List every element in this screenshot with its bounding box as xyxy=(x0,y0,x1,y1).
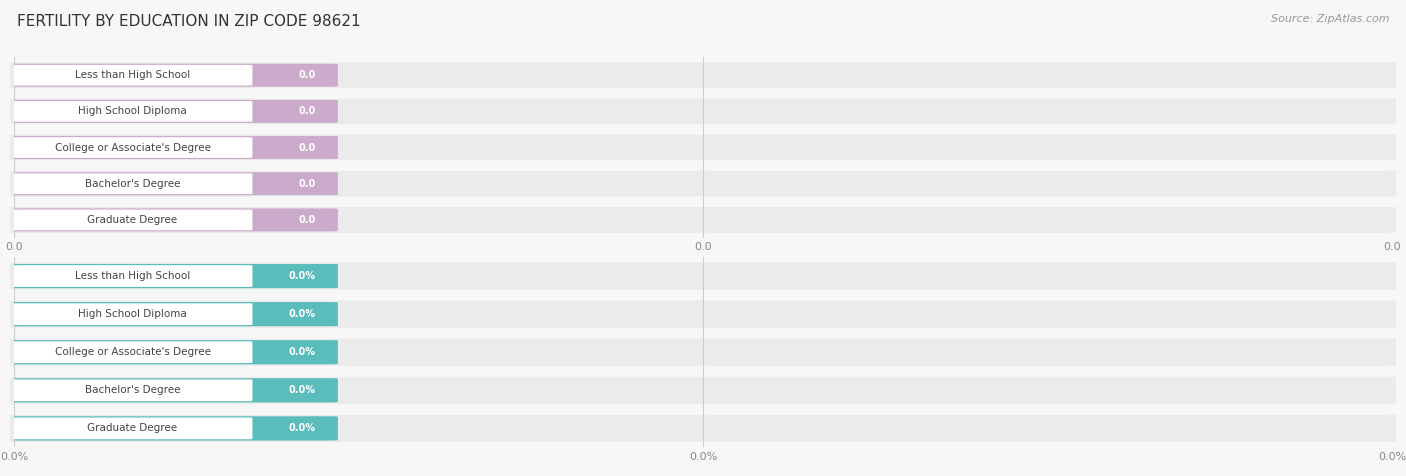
Text: 0.0: 0.0 xyxy=(298,142,316,153)
FancyBboxPatch shape xyxy=(6,64,337,87)
FancyBboxPatch shape xyxy=(6,340,337,364)
FancyBboxPatch shape xyxy=(13,417,253,439)
FancyBboxPatch shape xyxy=(10,415,1396,442)
FancyBboxPatch shape xyxy=(6,136,337,159)
FancyBboxPatch shape xyxy=(10,339,1396,366)
FancyBboxPatch shape xyxy=(13,341,253,363)
Text: Less than High School: Less than High School xyxy=(75,70,190,80)
FancyBboxPatch shape xyxy=(6,378,337,402)
FancyBboxPatch shape xyxy=(10,62,1396,88)
FancyBboxPatch shape xyxy=(6,302,337,326)
Text: 0.0: 0.0 xyxy=(298,106,316,117)
Text: College or Associate's Degree: College or Associate's Degree xyxy=(55,347,211,357)
Text: 0.0: 0.0 xyxy=(298,178,316,189)
Text: Source: ZipAtlas.com: Source: ZipAtlas.com xyxy=(1271,14,1389,24)
FancyBboxPatch shape xyxy=(10,263,1396,289)
Text: College or Associate's Degree: College or Associate's Degree xyxy=(55,142,211,153)
Text: FERTILITY BY EDUCATION IN ZIP CODE 98621: FERTILITY BY EDUCATION IN ZIP CODE 98621 xyxy=(17,14,360,30)
Text: 0.0: 0.0 xyxy=(298,215,316,225)
FancyBboxPatch shape xyxy=(13,209,253,230)
Text: High School Diploma: High School Diploma xyxy=(79,309,187,319)
FancyBboxPatch shape xyxy=(13,101,253,122)
FancyBboxPatch shape xyxy=(10,135,1396,160)
FancyBboxPatch shape xyxy=(6,264,337,288)
Text: 0.0%: 0.0% xyxy=(288,309,316,319)
Text: Graduate Degree: Graduate Degree xyxy=(87,423,177,434)
FancyBboxPatch shape xyxy=(6,100,337,123)
FancyBboxPatch shape xyxy=(10,377,1396,404)
FancyBboxPatch shape xyxy=(13,265,253,287)
Text: Less than High School: Less than High School xyxy=(75,271,190,281)
FancyBboxPatch shape xyxy=(6,416,337,440)
Text: Bachelor's Degree: Bachelor's Degree xyxy=(84,385,180,396)
FancyBboxPatch shape xyxy=(13,303,253,325)
FancyBboxPatch shape xyxy=(10,171,1396,197)
FancyBboxPatch shape xyxy=(10,99,1396,124)
FancyBboxPatch shape xyxy=(13,173,253,194)
FancyBboxPatch shape xyxy=(13,65,253,86)
Text: 0.0%: 0.0% xyxy=(288,385,316,396)
Text: Bachelor's Degree: Bachelor's Degree xyxy=(84,178,180,189)
FancyBboxPatch shape xyxy=(13,379,253,401)
Text: High School Diploma: High School Diploma xyxy=(79,106,187,117)
FancyBboxPatch shape xyxy=(6,172,337,195)
FancyBboxPatch shape xyxy=(10,301,1396,327)
FancyBboxPatch shape xyxy=(6,208,337,231)
Text: 0.0%: 0.0% xyxy=(288,347,316,357)
Text: 0.0%: 0.0% xyxy=(288,423,316,434)
FancyBboxPatch shape xyxy=(13,137,253,158)
FancyBboxPatch shape xyxy=(10,207,1396,233)
Text: Graduate Degree: Graduate Degree xyxy=(87,215,177,225)
Text: 0.0: 0.0 xyxy=(298,70,316,80)
Text: 0.0%: 0.0% xyxy=(288,271,316,281)
